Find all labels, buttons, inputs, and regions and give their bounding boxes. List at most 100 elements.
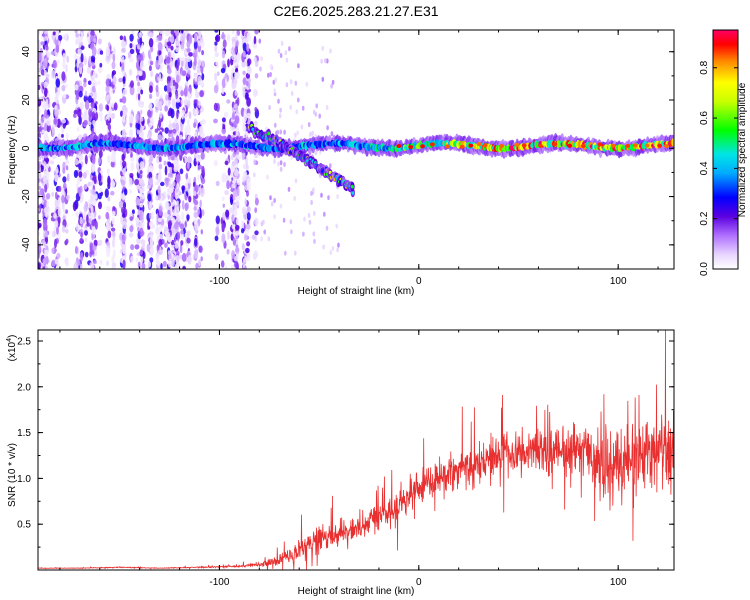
colorbar-frame [712,29,739,270]
snr-y-tick-label: 2.5 [17,336,31,347]
spectrogram-cell [155,84,159,93]
spectrogram-cell [200,125,204,133]
spectrogram-cell [63,182,67,190]
spectrogram-cell [51,191,55,197]
spectrogram-cell [165,94,169,101]
spectrogram-cell [177,214,181,223]
spectrogram-cell [267,236,271,242]
spectrogram-cell [136,184,140,190]
spectrogram-cell [139,36,143,46]
spectrogram-cell [179,243,183,254]
spectrogram-cell [195,262,199,269]
spectrogram-cell [44,122,48,132]
spectrogram-cell [222,172,227,183]
spectrogram-cell [170,30,175,35]
spectrogram-cell [54,199,58,208]
spectrogram-cell [85,204,88,211]
spectrogram-cell [63,93,67,99]
spectrogram-cell [181,30,184,34]
spectrogram-cell [314,150,318,156]
spectrogram-cell [150,70,154,78]
spectrogram-cell [269,72,272,77]
spectrogram-cell [45,98,49,107]
spectrogram-cell [186,177,192,184]
spectrogram-cell [159,30,163,35]
spectrogram-cell [55,258,59,265]
spectrogram-cell [184,97,188,106]
spectrogram-cell [267,131,271,136]
spectrogram-cell [313,238,316,244]
spectrogram-cell [324,58,327,64]
spectrogram-cell [284,250,287,256]
chart-title: C2E6.2025.283.21.27.E31 [273,3,438,19]
spectrogram-cell [171,98,176,108]
spectrogram-cell [45,171,50,180]
spectrogram-cell [112,238,115,248]
spectrogram-cell [273,198,276,203]
spectrogram-cell [52,31,56,36]
spectrogram-cell [149,247,155,254]
spectrogram-cell [58,185,62,192]
spectrogram-cell [235,99,238,104]
spectrogram-cell [158,73,162,81]
spectrogram-cell [258,38,262,44]
spectrogram-cell [158,189,161,195]
spectrogram-cell [246,97,252,107]
spectrogram-cell [165,56,171,64]
spectrogram-cell [43,241,47,248]
spectrogram-cell [521,143,527,148]
spectrogram-cell [167,161,172,168]
spectrogram-cell [148,157,152,166]
spectrogram-cell [140,89,144,95]
spectrogram-cell [77,108,82,118]
spectrogram-cell [39,47,43,55]
spectrogram-cell [247,252,251,262]
spectrogram-cell [289,104,293,110]
spectrogram-cell [285,57,289,63]
spectrogram-cell [82,172,87,179]
spectrogram-cell [128,113,134,124]
spectrogram-cell [118,200,124,209]
spectrogram-cell [180,122,183,133]
spectrogram-cell [105,119,109,126]
spectrogram-cell [235,246,240,254]
spectrogram-cell [171,217,176,225]
spectrogram-cell [148,32,154,39]
spectrogram-cell [278,113,282,119]
spectrogram-cell [279,166,283,172]
spectrogram-cell [121,40,126,48]
spectrogram-cell [84,237,88,242]
spectrogram-cell [51,70,56,80]
spectrogram-cell [197,174,200,181]
spectrogram-cell [42,59,48,69]
spectrogram-cell [158,163,163,170]
snr-x-tick-label: 100 [610,577,627,588]
spectrogram-cell [168,180,172,189]
spectrogram-cell [167,82,171,91]
spectrogram-cell [82,210,88,220]
spectrogram-cell [245,247,250,254]
spectrogram-cell [97,80,101,85]
spectrogram-cell [197,58,202,67]
spectrogram-cell [139,103,144,109]
spectrogram-cell [430,142,435,147]
spectrogram-cell [136,129,141,135]
spectrogram-cell [130,244,135,251]
spectrogram-cell [226,34,231,42]
spectrogram-cell [254,230,259,236]
spectrogram-cell [139,249,143,256]
spectrogram-cell [213,118,218,124]
spectrogram-cell [51,247,55,254]
spectrogram-cell [227,167,231,176]
spectrogram-cell [38,262,41,269]
spectrogram-cell [444,144,450,149]
spectrogram-cell [279,129,283,135]
spectrogram-cell [567,143,573,148]
spectrogram-cell [245,54,250,60]
spectrogram-cell [139,126,143,133]
spectrogram-cell [186,214,190,221]
spectrogram-cell [175,255,180,262]
spectrogram-cell [174,263,180,269]
spectrogram-cell [273,214,276,220]
